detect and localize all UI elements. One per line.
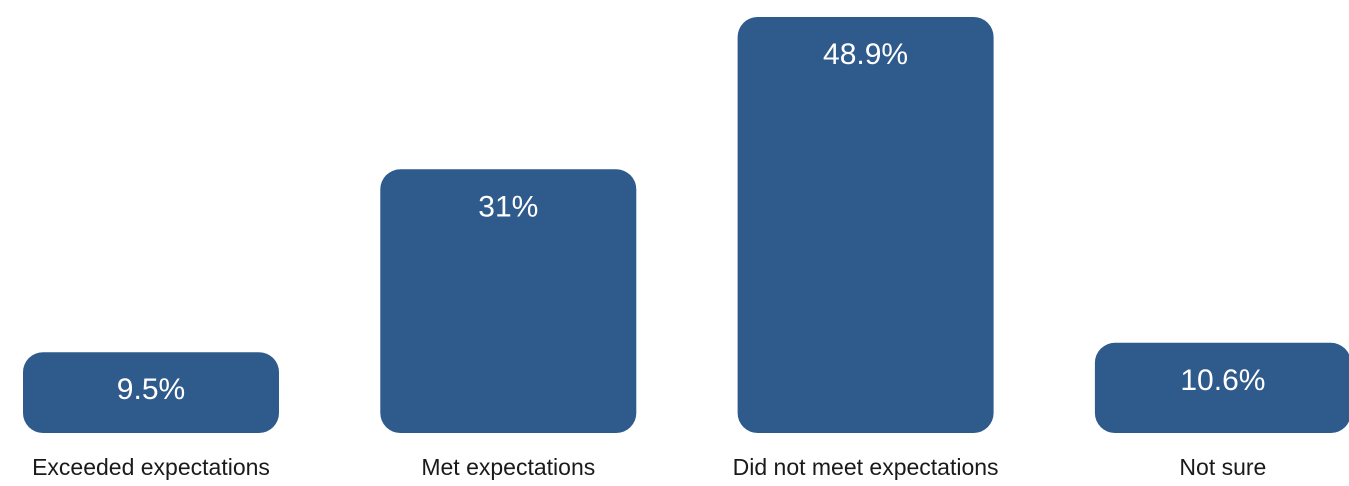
bar-1 [23,352,279,433]
bars-group [23,17,1349,434]
category-label-1: Exceeded expectations [32,454,270,480]
bar-value-label-3: 48.9% [823,38,908,71]
bar-value-label-1: 9.5% [117,373,185,406]
bar-4 [1094,342,1349,433]
bar-value-label-2: 31% [478,190,538,223]
category-label-3: Did not meet expectations [733,454,999,480]
category-label-4: Not sure [1179,454,1266,480]
bar-value-label-4: 10.6% [1180,364,1265,397]
bar-2 [380,169,637,434]
category-label-2: Met expectations [421,454,595,480]
bar-3 [737,17,994,433]
bar-labels-group: 9.5% 31% 48.9% 10.6% [117,38,1266,406]
category-labels-group: Exceeded expectations Met expectations Did… [32,454,1266,480]
